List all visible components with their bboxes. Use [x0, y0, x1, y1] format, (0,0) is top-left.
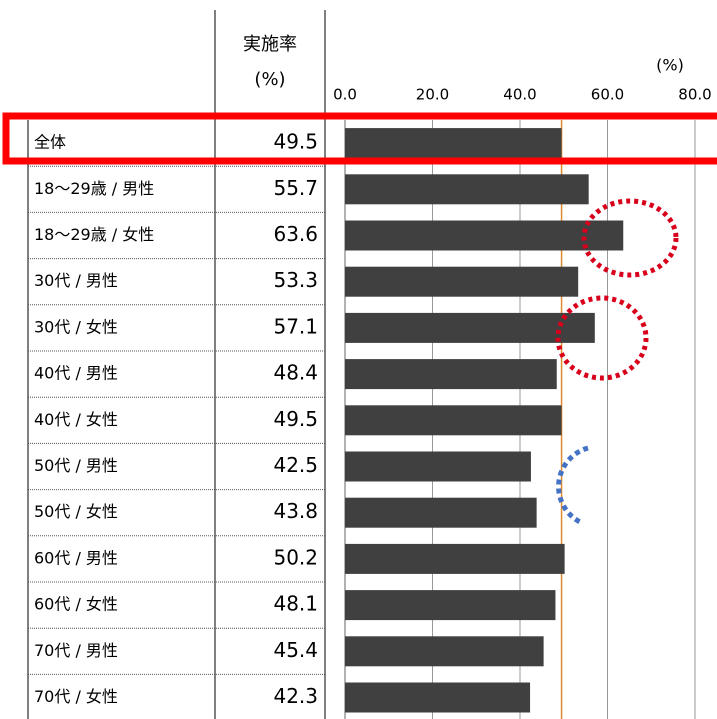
- column-header: 実施率: [243, 34, 297, 55]
- highlight-box: [2, 112, 717, 165]
- highlight-arc: [556, 445, 589, 525]
- row-label: 全体: [34, 133, 66, 152]
- highlight-circle: [555, 295, 649, 381]
- bar: [345, 266, 579, 297]
- value-label: 53.3: [273, 268, 318, 292]
- row-label: 60代 / 男性: [34, 548, 118, 567]
- row-label: 30代 / 男性: [34, 271, 118, 290]
- x-tick-label: 0.0: [333, 86, 357, 104]
- bar: [345, 128, 562, 159]
- bar: [345, 312, 595, 343]
- bar: [345, 405, 562, 436]
- axis-unit: (%): [656, 56, 684, 75]
- row-label: 70代 / 女性: [34, 687, 118, 706]
- value-label: 49.5: [273, 407, 318, 431]
- x-tick-label: 80.0: [678, 86, 711, 104]
- bar: [345, 682, 531, 713]
- row-label: 30代 / 女性: [34, 317, 118, 336]
- column-unit: (%): [254, 69, 285, 90]
- row-label: 50代 / 女性: [34, 502, 118, 521]
- value-label: 43.8: [273, 499, 318, 523]
- x-tick-label: 20.0: [416, 86, 449, 104]
- bar: [345, 590, 556, 621]
- value-label: 57.1: [273, 314, 318, 338]
- x-tick-label: 40.0: [503, 86, 536, 104]
- row-label: 60代 / 女性: [34, 595, 118, 614]
- row-label: 18～29歳 / 女性: [34, 225, 154, 244]
- row-label: 50代 / 男性: [34, 456, 118, 475]
- bar: [345, 174, 589, 205]
- value-label: 42.3: [273, 684, 318, 708]
- value-label: 45.4: [273, 638, 318, 662]
- row-label: 40代 / 女性: [34, 410, 118, 429]
- value-label: 49.5: [273, 130, 318, 154]
- value-label: 50.2: [273, 545, 318, 569]
- value-label: 55.7: [273, 176, 318, 200]
- bar: [345, 451, 531, 482]
- bar: [345, 359, 557, 390]
- value-label: 48.1: [273, 592, 318, 616]
- value-label: 63.6: [273, 222, 318, 246]
- row-label: 40代 / 男性: [34, 364, 118, 383]
- value-label: 42.5: [273, 453, 318, 477]
- bar: [345, 497, 537, 528]
- x-tick-label: 60.0: [591, 86, 624, 104]
- row-label: 18～29歳 / 男性: [34, 179, 154, 198]
- bar: [345, 543, 565, 574]
- bar: [345, 636, 544, 667]
- value-label: 48.4: [273, 361, 318, 385]
- bar: [345, 220, 624, 251]
- highlight-circle: [581, 198, 679, 278]
- row-label: 70代 / 男性: [34, 641, 118, 660]
